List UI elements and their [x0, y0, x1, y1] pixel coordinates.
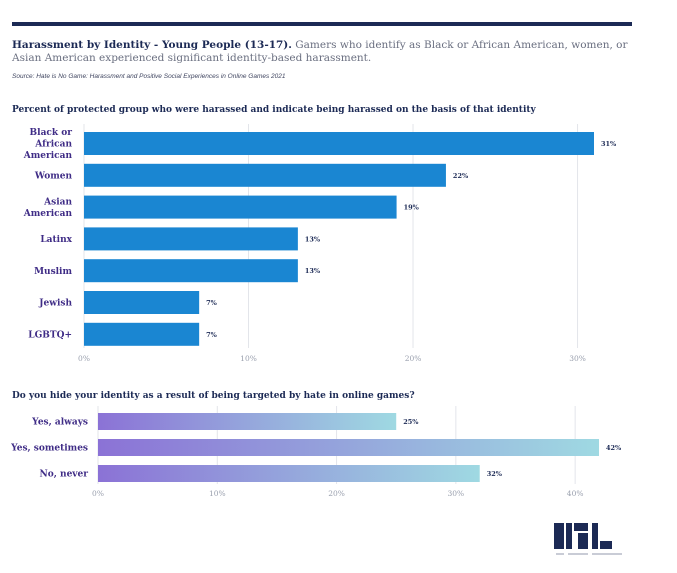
headline: Harassment by Identity - Young People (1…	[12, 39, 634, 65]
bar	[84, 195, 397, 219]
bar	[84, 227, 298, 251]
category-label: LGBTQ+	[28, 331, 72, 341]
x-tick-label: 10%	[209, 489, 226, 498]
category-label: No, never	[40, 470, 89, 480]
x-tick-label: 30%	[569, 354, 586, 363]
category-label: Women	[34, 172, 73, 182]
bar	[84, 291, 200, 314]
chart-harassment-by-identity: 0% 10% 20% 30% 31% Black or African American 22%…	[23, 124, 617, 363]
bar	[84, 132, 594, 155]
data-label: 31%	[601, 140, 617, 148]
x-tick-label: 0%	[92, 489, 104, 498]
chart1-title: Percent of protected group who were hara…	[12, 105, 536, 115]
top-rule	[12, 22, 632, 26]
headline-bold: Harassment by Identity - Young People (1…	[12, 39, 292, 51]
data-label: 19%	[404, 204, 420, 212]
bar	[98, 465, 480, 482]
x-tick-label: 40%	[567, 489, 584, 498]
data-label: 7%	[206, 299, 218, 307]
chart-hide-identity: 0% 10% 20% 30% 40% 25% Yes, always 42% Yes, some…	[10, 406, 622, 498]
category-label: Yes, sometimes	[10, 444, 88, 454]
data-label: 42%	[606, 444, 622, 452]
adl-logo	[548, 523, 630, 565]
bar	[84, 259, 298, 283]
data-label: 25%	[403, 418, 419, 426]
data-label: 13%	[305, 235, 321, 243]
category-label: Yes, always	[31, 418, 88, 428]
chart2-title: Do you hide your identity as a result of…	[12, 391, 415, 401]
x-tick-label: 10%	[240, 354, 257, 363]
x-tick-label: 20%	[328, 489, 345, 498]
x-tick-label: 30%	[448, 489, 465, 498]
category-label: Black or African American	[23, 128, 73, 161]
data-label: 32%	[487, 470, 503, 478]
bar	[84, 163, 446, 187]
category-label: Jewish	[38, 299, 72, 309]
data-label: 22%	[453, 172, 469, 180]
category-label: Muslim	[34, 267, 72, 277]
x-tick-label: 0%	[78, 354, 90, 363]
x-tick-label: 20%	[405, 354, 422, 363]
headline-rest: Gamers who identify as Black or African …	[12, 39, 628, 64]
bar	[98, 413, 397, 430]
category-label: Latinx	[40, 235, 72, 245]
data-label: 13%	[305, 267, 321, 275]
data-label: 7%	[206, 331, 218, 339]
bar	[98, 439, 599, 456]
bar	[84, 322, 200, 346]
category-label: Asian American	[23, 198, 73, 220]
source-note: Source: Hate is No Game: Harassment and …	[12, 73, 286, 80]
